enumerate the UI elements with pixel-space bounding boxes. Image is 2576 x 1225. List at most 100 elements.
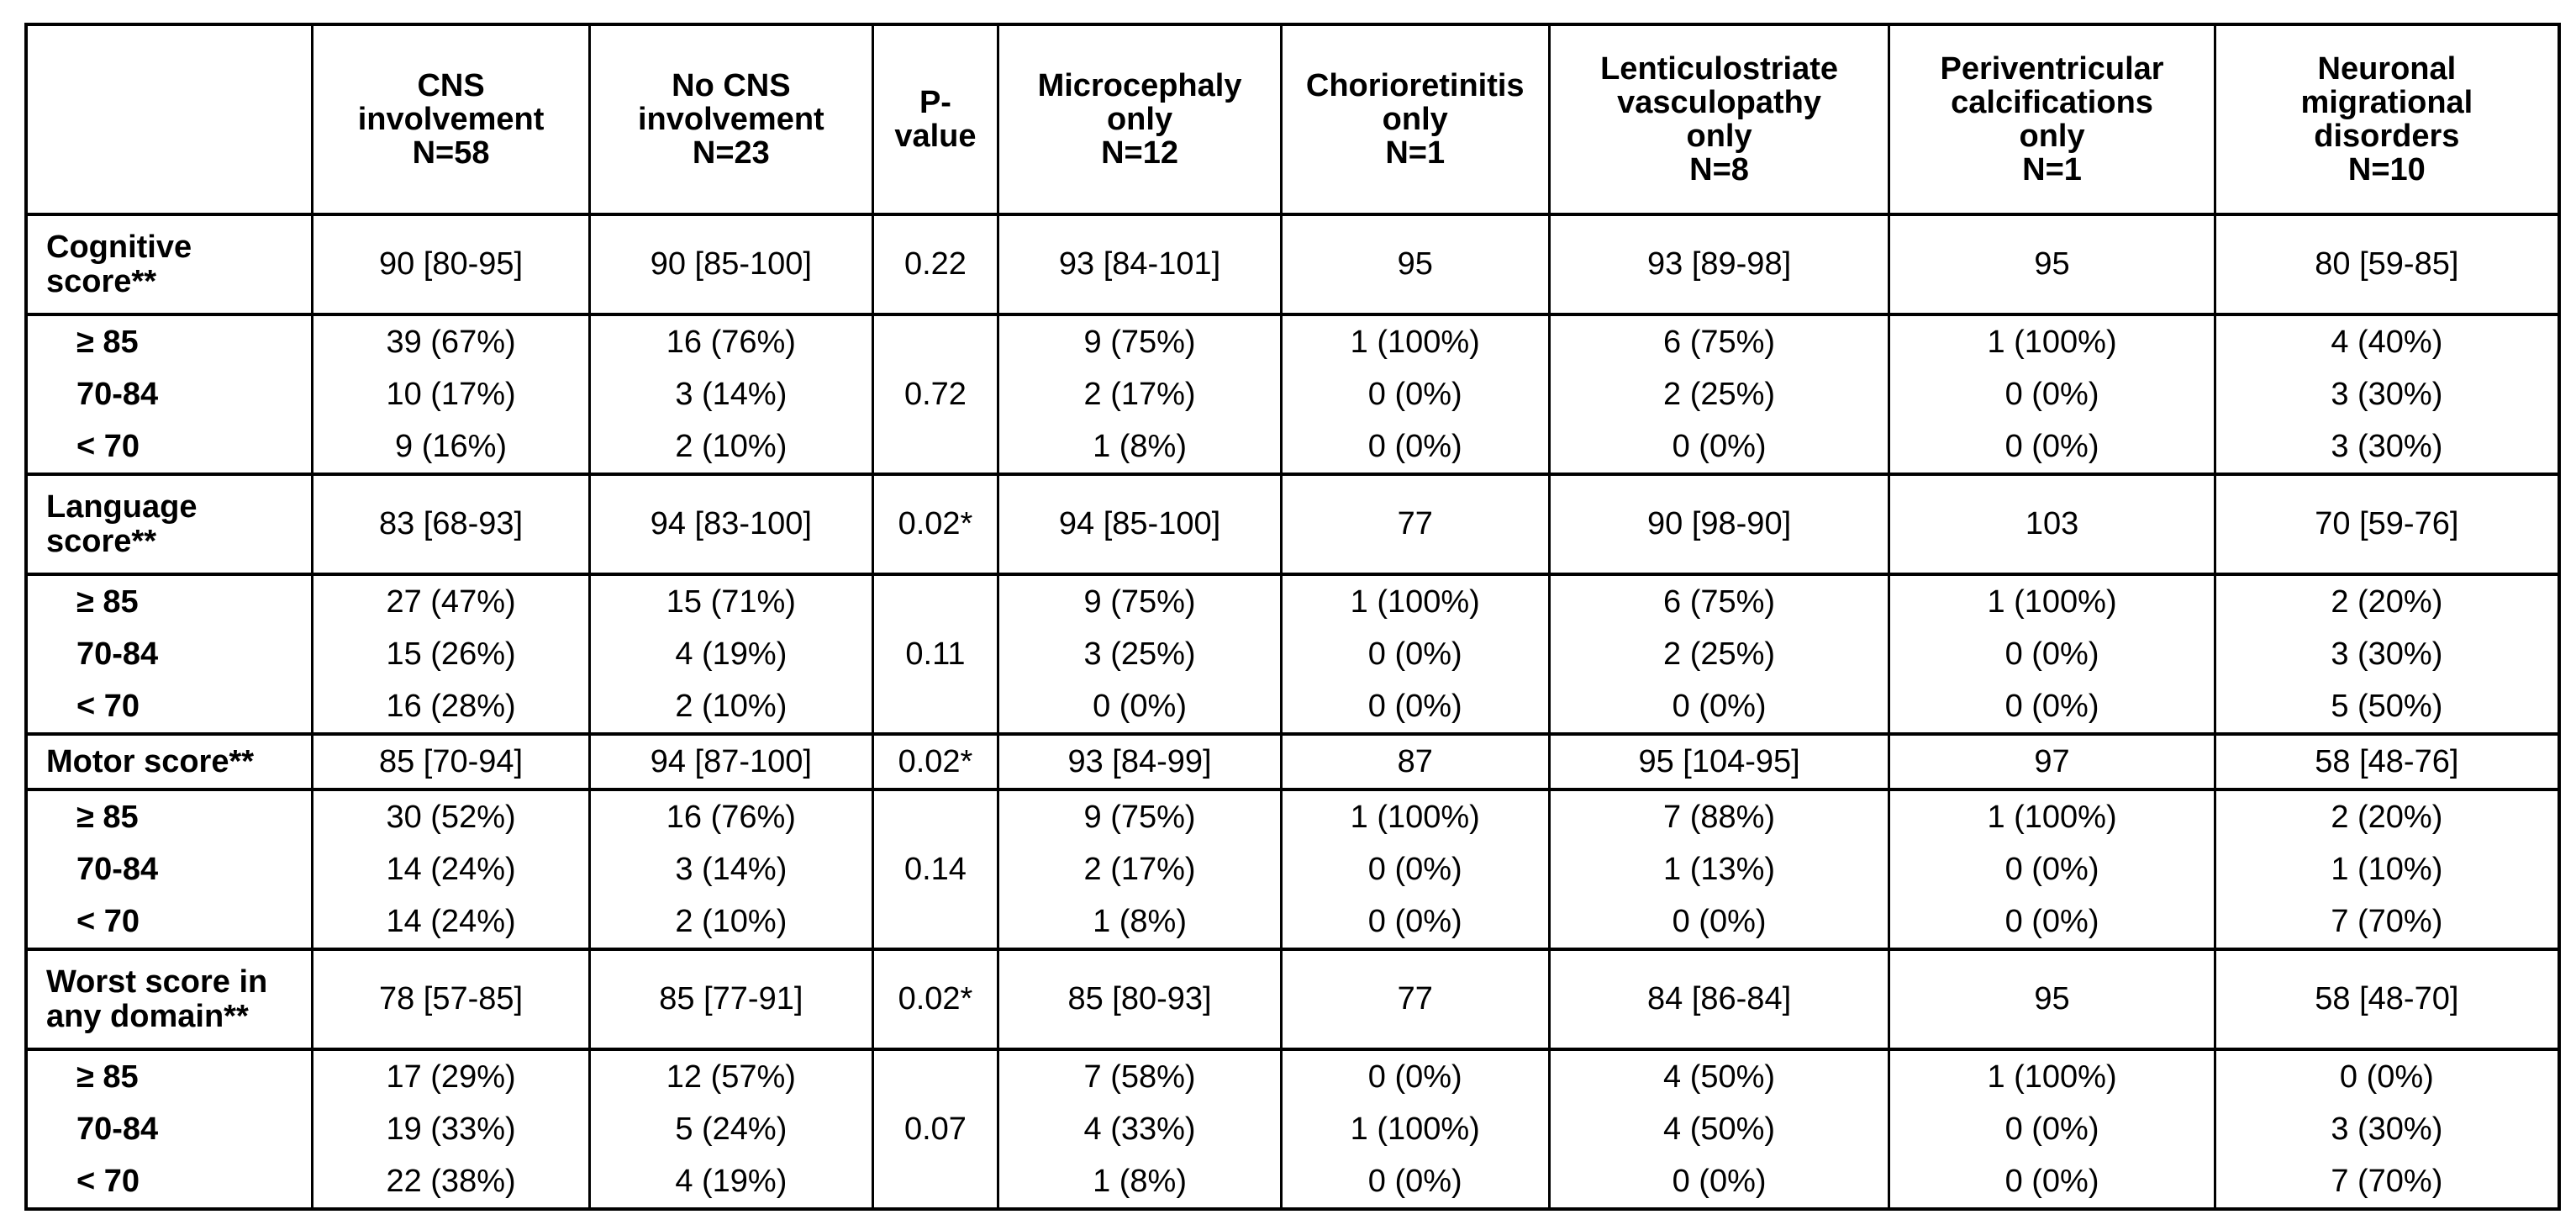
header-line: Chorioretinitis bbox=[1305, 68, 1525, 103]
header-line: only bbox=[1686, 119, 1752, 154]
count-cell: 4 (33%) bbox=[997, 1103, 1283, 1155]
count-cell: 17 (29%) bbox=[310, 1048, 592, 1103]
band-row-lt70: < 70 9 (16%) 2 (10%) 1 (8%) 0 (0%) 0 (0%) 0 (0… bbox=[24, 420, 2561, 474]
count-cell: 0 (0%) bbox=[1888, 1155, 2216, 1209]
count-cell: 7 (70%) bbox=[2213, 895, 2561, 949]
p-value-cell: 0.14 bbox=[871, 788, 1000, 949]
count-cell: 7 (58%) bbox=[997, 1048, 1283, 1103]
row-label: Cognitive score** bbox=[24, 213, 313, 314]
score-cell: 84 [86-84] bbox=[1547, 948, 1891, 1049]
count-cell: 0 (0%) bbox=[997, 680, 1283, 734]
header-line: N=1 bbox=[1385, 135, 1446, 171]
count-cell: 1 (100%) bbox=[1279, 573, 1551, 628]
header-cell-corner bbox=[24, 24, 313, 216]
count-cell: 1 (8%) bbox=[997, 420, 1283, 474]
p-value-cell: 0.02* bbox=[871, 473, 1000, 574]
band-row-70-84: 70-84 15 (26%) 4 (19%) 3 (25%) 0 (0%) 2 (25%)… bbox=[24, 628, 2561, 680]
count-cell: 0 (0%) bbox=[1279, 680, 1551, 734]
band-row-lt70: < 70 22 (38%) 4 (19%) 1 (8%) 0 (0%) 0 (0%) 0 (… bbox=[24, 1155, 2561, 1209]
count-cell: 16 (28%) bbox=[310, 680, 592, 734]
score-cell: 90 [80-95] bbox=[310, 213, 592, 314]
count-cell: 1 (100%) bbox=[1279, 313, 1551, 368]
p-value-cell: 0.11 bbox=[871, 573, 1000, 734]
count-cell: 9 (75%) bbox=[997, 573, 1283, 628]
count-cell: 0 (0%) bbox=[1888, 420, 2216, 474]
count-cell: 3 (14%) bbox=[588, 368, 874, 420]
band-row-70-84: 70-84 14 (24%) 3 (14%) 2 (17%) 0 (0%) 1 (13%)… bbox=[24, 843, 2561, 895]
score-cell: 90 [85-100] bbox=[588, 213, 874, 314]
count-cell: 2 (10%) bbox=[588, 895, 874, 949]
count-cell: 2 (25%) bbox=[1547, 368, 1891, 420]
count-cell: 0 (0%) bbox=[1547, 1155, 1891, 1209]
band-row-lt70: < 70 16 (28%) 2 (10%) 0 (0%) 0 (0%) 0 (0%) 0 (… bbox=[24, 680, 2561, 734]
band-label: ≥ 85 bbox=[24, 788, 313, 843]
header-line: vasculopathy bbox=[1617, 85, 1821, 120]
count-cell: 39 (67%) bbox=[310, 313, 592, 368]
score-cell: 85 [80-93] bbox=[997, 948, 1283, 1049]
count-cell: 2 (17%) bbox=[997, 368, 1283, 420]
header-line: N=58 bbox=[412, 135, 490, 171]
count-cell: 15 (26%) bbox=[310, 628, 592, 680]
score-cell: 70 [59-76] bbox=[2213, 473, 2561, 574]
header-line: N=1 bbox=[2022, 152, 2082, 187]
header-cell-microcephaly-only: Microcephaly only N=12 bbox=[997, 24, 1283, 216]
score-cell: 95 [104-95] bbox=[1547, 732, 1891, 789]
count-cell: 0 (0%) bbox=[1547, 895, 1891, 949]
count-cell: 14 (24%) bbox=[310, 843, 592, 895]
score-cell: 94 [83-100] bbox=[588, 473, 874, 574]
count-cell: 0 (0%) bbox=[1279, 368, 1551, 420]
score-cell: 95 bbox=[1279, 213, 1551, 314]
header-line: disorders bbox=[2314, 119, 2460, 154]
outcomes-table: CNS involvement N=58 No CNS involvement … bbox=[24, 23, 2561, 1211]
header-line: only bbox=[2019, 119, 2085, 154]
header-cell-cns-involvement: CNS involvement N=58 bbox=[310, 24, 592, 216]
header-line: P- bbox=[919, 85, 951, 120]
count-cell: 1 (10%) bbox=[2213, 843, 2561, 895]
count-cell: 12 (57%) bbox=[588, 1048, 874, 1103]
count-cell: 4 (50%) bbox=[1547, 1103, 1891, 1155]
header-row: CNS involvement N=58 No CNS involvement … bbox=[24, 24, 2561, 216]
count-cell: 6 (75%) bbox=[1547, 573, 1891, 628]
count-cell: 2 (25%) bbox=[1547, 628, 1891, 680]
count-cell: 0 (0%) bbox=[1279, 1048, 1551, 1103]
count-cell: 7 (88%) bbox=[1547, 788, 1891, 843]
band-label: 70-84 bbox=[24, 1103, 313, 1155]
count-cell: 1 (100%) bbox=[1279, 788, 1551, 843]
header-line: involvement bbox=[357, 102, 545, 137]
score-cell: 93 [89-98] bbox=[1547, 213, 1891, 314]
header-line: No CNS bbox=[672, 68, 791, 103]
header-cell-lenticulostriate-vasculopathy-only: Lenticulostriate vasculopathy only N=8 bbox=[1547, 24, 1891, 216]
count-cell: 5 (50%) bbox=[2213, 680, 2561, 734]
count-cell: 2 (20%) bbox=[2213, 788, 2561, 843]
band-label: ≥ 85 bbox=[24, 313, 313, 368]
count-cell: 19 (33%) bbox=[310, 1103, 592, 1155]
count-cell: 6 (75%) bbox=[1547, 313, 1891, 368]
count-cell: 0 (0%) bbox=[1279, 628, 1551, 680]
band-label: 70-84 bbox=[24, 843, 313, 895]
score-cell: 77 bbox=[1279, 473, 1551, 574]
count-cell: 4 (19%) bbox=[588, 628, 874, 680]
count-cell: 4 (40%) bbox=[2213, 313, 2561, 368]
count-cell: 9 (75%) bbox=[997, 313, 1283, 368]
count-cell: 2 (17%) bbox=[997, 843, 1283, 895]
count-cell: 2 (20%) bbox=[2213, 573, 2561, 628]
count-cell: 9 (75%) bbox=[997, 788, 1283, 843]
count-cell: 9 (16%) bbox=[310, 420, 592, 474]
header-line: Lenticulostriate bbox=[1600, 51, 1839, 87]
header-line: migrational bbox=[2300, 85, 2473, 120]
header-cell-neuronal-migrational-disorders: Neuronal migrational disorders N=10 bbox=[2213, 24, 2561, 216]
count-cell: 3 (14%) bbox=[588, 843, 874, 895]
header-cell-p-value: P- value bbox=[871, 24, 1000, 216]
band-row-ge85: ≥ 85 17 (29%) 12 (57%) 0.07 7 (58%) 0 (0%) 4 (… bbox=[24, 1048, 2561, 1209]
score-cell: 95 bbox=[1888, 948, 2216, 1049]
score-cell: 93 [84-101] bbox=[997, 213, 1283, 314]
table-body: Cognitive score** 90 [80-95] 90 [85-100] 0.… bbox=[24, 213, 2561, 1209]
count-cell: 1 (8%) bbox=[997, 1155, 1283, 1209]
band-label: 70-84 bbox=[24, 368, 313, 420]
header-line: N=23 bbox=[692, 135, 770, 171]
header-line: N=10 bbox=[2347, 152, 2426, 187]
count-cell: 1 (13%) bbox=[1547, 843, 1891, 895]
count-cell: 1 (100%) bbox=[1279, 1103, 1551, 1155]
count-cell: 7 (70%) bbox=[2213, 1155, 2561, 1209]
score-cell: 83 [68-93] bbox=[310, 473, 592, 574]
